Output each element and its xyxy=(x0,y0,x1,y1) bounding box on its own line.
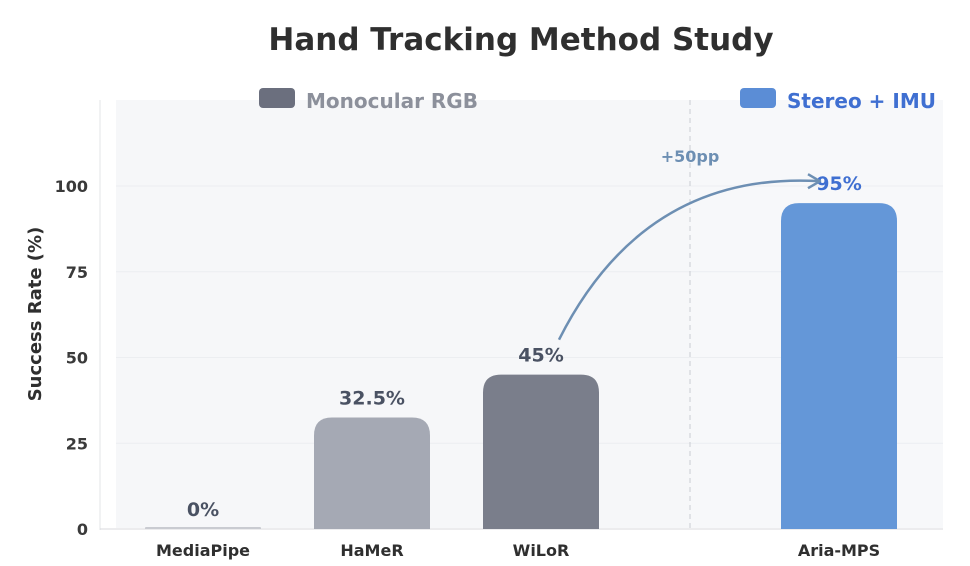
annotation-label: +50pp xyxy=(661,147,720,166)
x-tick-label: MediaPipe xyxy=(156,541,250,560)
bar xyxy=(483,374,599,529)
y-tick-label: 50 xyxy=(66,349,88,368)
legend-label: Monocular RGB xyxy=(306,89,478,113)
data-label: 45% xyxy=(518,345,563,367)
legend-swatch xyxy=(740,88,776,108)
bar xyxy=(781,203,897,529)
annotation-arrow xyxy=(557,179,820,341)
x-tick-label: HaMeR xyxy=(340,541,403,560)
y-axis-label: Success Rate (%) xyxy=(25,227,46,402)
bar xyxy=(314,417,430,529)
y-tick-label: 100 xyxy=(55,177,88,196)
y-tick-label: 75 xyxy=(66,263,88,282)
data-label: 0% xyxy=(187,499,219,521)
data-label: 32.5% xyxy=(339,388,405,410)
legend-label: Stereo + IMU xyxy=(787,89,936,113)
annotation-arrowhead xyxy=(807,173,822,190)
bar xyxy=(145,527,261,529)
x-tick-label: WiLoR xyxy=(513,541,570,560)
y-tick-label: 0 xyxy=(77,520,88,539)
chart-title: Hand Tracking Method Study xyxy=(268,22,773,58)
legend-swatch xyxy=(259,88,295,108)
data-label: 95% xyxy=(816,173,861,195)
y-tick-label: 25 xyxy=(66,434,88,453)
x-tick-label: Aria-MPS xyxy=(798,541,880,560)
